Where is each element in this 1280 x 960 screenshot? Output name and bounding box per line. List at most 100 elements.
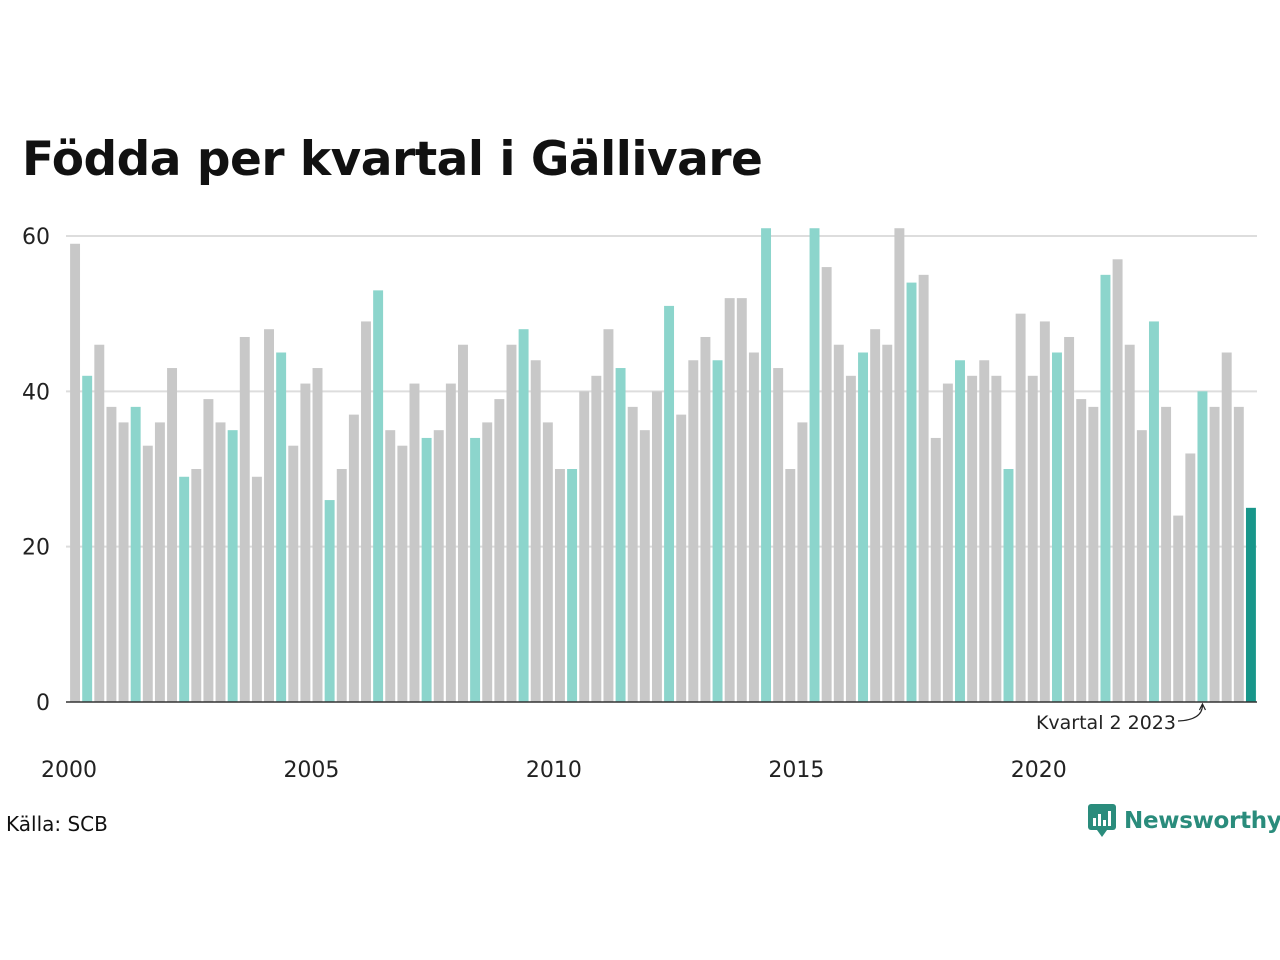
- bar: [1197, 391, 1208, 702]
- bar: [1088, 406, 1099, 702]
- bar: [761, 228, 772, 702]
- x-tick-label: 2000: [41, 758, 97, 783]
- bar: [918, 274, 929, 702]
- bar: [1209, 406, 1220, 702]
- bar: [700, 336, 711, 702]
- bar: [833, 344, 844, 702]
- bar: [82, 375, 93, 702]
- bar: [676, 414, 687, 702]
- bar: [906, 282, 917, 702]
- bar: [397, 445, 408, 702]
- bar: [797, 422, 808, 702]
- bar: [1027, 375, 1038, 702]
- bar: [651, 391, 662, 702]
- bar: [458, 344, 468, 702]
- bar: [942, 383, 953, 702]
- x-tick-label: 2005: [283, 758, 339, 783]
- bar: [1064, 336, 1075, 702]
- bar: [227, 430, 238, 702]
- source-note: Källa: SCB: [6, 812, 108, 836]
- bar: [1015, 313, 1026, 702]
- bar: [312, 368, 323, 702]
- bar: [530, 360, 541, 702]
- bar: [554, 469, 565, 702]
- annotation-arrowhead: [1198, 702, 1206, 711]
- bar: [724, 298, 735, 702]
- bar: [385, 430, 396, 702]
- bar: [664, 305, 675, 702]
- bar: [894, 228, 905, 702]
- bar: [482, 422, 493, 702]
- bar: [300, 383, 311, 702]
- bar: [421, 437, 432, 702]
- bar: [154, 422, 165, 702]
- bar: [1173, 515, 1184, 702]
- bar: [785, 469, 796, 702]
- bar: [627, 406, 638, 702]
- bar: [639, 430, 650, 702]
- bar: [518, 329, 529, 702]
- bar: [591, 375, 602, 702]
- bar: [1052, 352, 1062, 702]
- bar: [70, 243, 81, 702]
- bar: [567, 469, 578, 702]
- bar: [348, 414, 359, 702]
- bar: [167, 368, 178, 702]
- bar: [979, 360, 990, 702]
- bar: [130, 406, 141, 702]
- bar: [1185, 453, 1196, 702]
- bar: [579, 391, 590, 702]
- x-tick-label: 2010: [526, 758, 582, 783]
- y-tick-label: 60: [22, 225, 50, 250]
- bar: [1076, 399, 1087, 702]
- bar: [1245, 507, 1256, 702]
- bar: [955, 360, 965, 702]
- bar: [1221, 352, 1232, 702]
- bar: [748, 352, 759, 702]
- bar: [809, 228, 820, 702]
- bar: [858, 352, 868, 702]
- bar: [324, 500, 335, 702]
- chart-title: Födda per kvartal i Gällivare: [22, 132, 763, 187]
- bar: [991, 375, 1002, 702]
- bar: [736, 298, 747, 702]
- brand-logo[interactable]: Newsworthy: [1088, 804, 1280, 838]
- bar: [845, 375, 856, 702]
- bar: [494, 399, 505, 702]
- bar: [1124, 344, 1135, 702]
- bar: [264, 329, 274, 702]
- bar: [118, 422, 129, 702]
- y-tick-label: 20: [22, 536, 50, 561]
- bar: [276, 352, 287, 702]
- bar: [336, 469, 347, 702]
- bar: [1161, 406, 1172, 702]
- brand-name: Newsworthy: [1124, 808, 1280, 834]
- y-tick-label: 0: [36, 691, 50, 716]
- bar: [191, 469, 202, 702]
- bar: [361, 321, 371, 702]
- y-tick-label: 40: [22, 380, 50, 405]
- bar: [1100, 274, 1111, 702]
- bar: [870, 329, 881, 702]
- bar: [288, 445, 299, 702]
- bar: [470, 437, 481, 702]
- bar: [882, 344, 893, 702]
- bar: [603, 329, 614, 702]
- bar: [712, 360, 723, 702]
- bar: [821, 267, 832, 702]
- bar: [1039, 321, 1050, 702]
- bar: [445, 383, 456, 702]
- bar: [1112, 259, 1123, 702]
- bar: [1148, 321, 1159, 702]
- x-tick-label: 2020: [1011, 758, 1067, 783]
- bar: [615, 368, 626, 702]
- bar: [203, 399, 214, 702]
- bar: [215, 422, 226, 702]
- bar: [506, 344, 517, 702]
- bar: [239, 336, 250, 702]
- bar: [251, 476, 262, 702]
- bar: [688, 360, 699, 702]
- bar: [409, 383, 420, 702]
- bar: [179, 476, 190, 702]
